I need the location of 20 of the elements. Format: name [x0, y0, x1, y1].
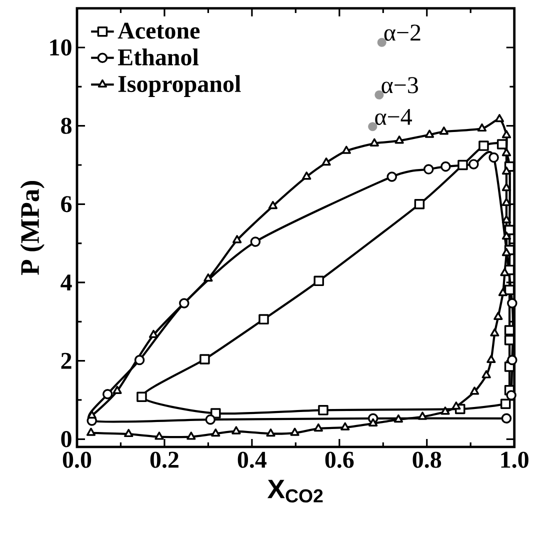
y-tick-label: 0 [61, 431, 72, 448]
y-tick-label: 10 [50, 39, 72, 56]
x-tick-label: 0.8 [412, 452, 442, 468]
annotation: α−2 [384, 24, 420, 41]
y-axis-title: P (MPa) [20, 181, 44, 275]
y-tick-label: 4 [60, 274, 72, 290]
y-tick-label: 2 [61, 352, 72, 369]
y-tick-label: 6 [61, 196, 72, 212]
x-axis-title: X$_{CO2}$ [267, 480, 323, 502]
legend-label: Acetone [118, 22, 200, 39]
annotation: α−3 [382, 77, 418, 94]
x-tick-label: 0.0 [62, 452, 92, 468]
legend-label: Ethanol [118, 48, 199, 66]
annotation: α−4 [375, 108, 412, 125]
x-tick-label: 1.0 [501, 452, 528, 468]
x-tick-label: 0.2 [150, 452, 178, 468]
x-tick-label: 0.6 [325, 452, 354, 468]
y-tick-label: 8 [61, 118, 72, 134]
x-tick-label: 0.4 [238, 452, 266, 468]
legend-label: Isopropanol [118, 75, 241, 97]
